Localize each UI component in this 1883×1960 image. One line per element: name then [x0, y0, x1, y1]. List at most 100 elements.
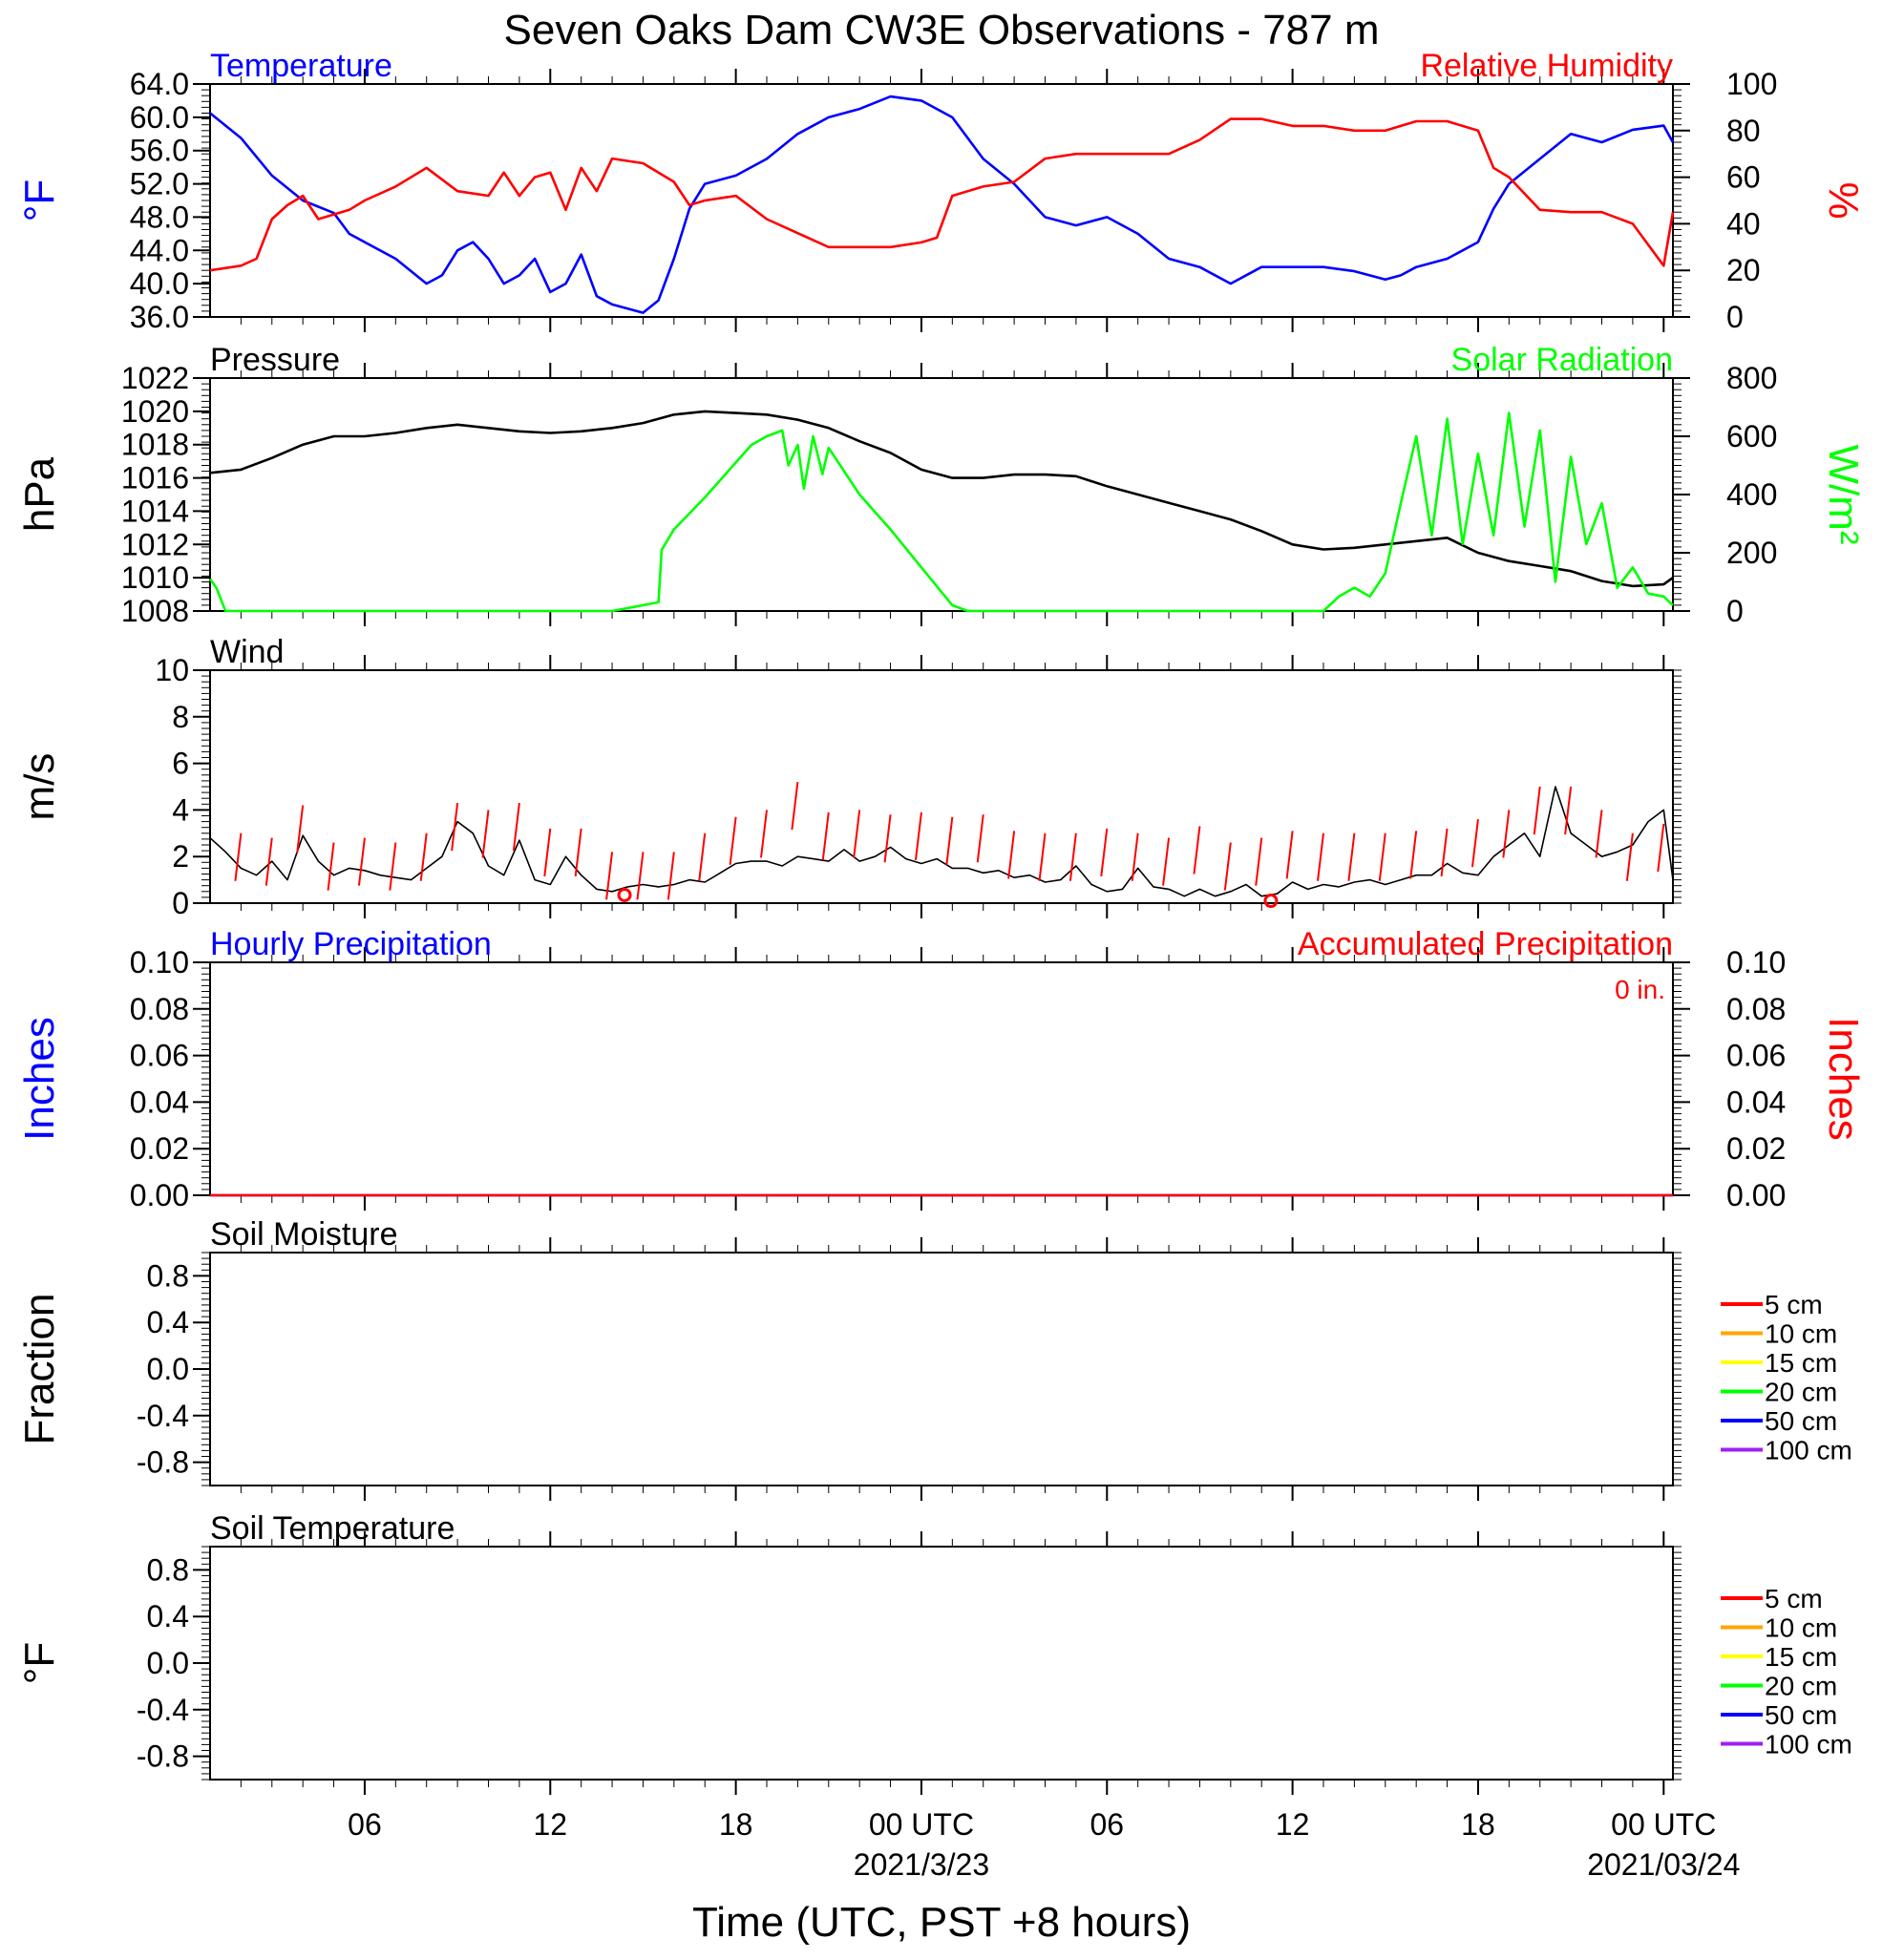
x-tick-label: 00 UTC [1611, 1807, 1716, 1842]
x-tick-label: 00 UTC [869, 1807, 974, 1842]
right-tick-label: 60 [1726, 160, 1761, 195]
x-date-label: 2021/3/23 [854, 1847, 989, 1882]
left-tick-label: 1012 [121, 527, 189, 561]
gust-barb [1223, 842, 1232, 891]
accumulated-total-label: 0 in. [1615, 975, 1665, 1004]
left-tick-label: 8 [172, 700, 189, 734]
gust-barb [1470, 819, 1479, 868]
gust-barb [1131, 832, 1139, 881]
left-tick-label: 1008 [121, 594, 189, 628]
panel-left-title: Pressure [210, 342, 340, 378]
legend-label: 5 cm [1765, 1290, 1823, 1319]
left-tick-label: -0.4 [137, 1693, 189, 1727]
panel-frame [209, 1252, 1674, 1486]
right-axis-unit: % [1820, 181, 1867, 219]
panels-group: 64.060.056.052.048.044.040.036.010080604… [16, 48, 1867, 1795]
left-tick-label: 1010 [121, 560, 189, 595]
gust-barb [1625, 832, 1634, 881]
right-tick-label: 0.10 [1726, 945, 1786, 980]
gust-barb [512, 802, 520, 852]
gust-barb [389, 842, 397, 891]
right-tick-label: 20 [1726, 253, 1761, 287]
gust-barb [1317, 832, 1324, 881]
gust-barb [605, 852, 614, 900]
left-tick-label: 0.10 [130, 945, 189, 980]
gust-barb [419, 832, 428, 881]
left-tick-label: 4 [172, 792, 189, 827]
right-tick-label: 600 [1726, 419, 1777, 453]
gust-barb [976, 814, 984, 863]
left-tick-label: 64.0 [130, 67, 189, 101]
gust-barb [1285, 831, 1294, 879]
left-tick-label: -0.4 [137, 1399, 189, 1433]
gust-barb [264, 837, 273, 886]
left-axis-unit: Fraction [16, 1294, 63, 1445]
legend-label: 20 cm [1765, 1672, 1837, 1701]
right-tick-label: 0.04 [1726, 1085, 1786, 1119]
panel-frame [209, 1546, 1674, 1781]
gust-barb [1440, 828, 1449, 877]
gust-barb [574, 828, 582, 877]
left-tick-label: 0.4 [147, 1599, 189, 1633]
series-line-pressure [209, 410, 1674, 588]
series-line-wind [209, 786, 1674, 897]
right-tick-label: 400 [1726, 477, 1777, 512]
gust-barb [1162, 837, 1171, 886]
panel-frame [209, 377, 1674, 612]
left-axis-unit: m/s [16, 753, 63, 821]
gust-barb [914, 811, 922, 860]
panel-left-title: Hourly Precipitation [210, 926, 492, 962]
legend-label: 100 cm [1765, 1730, 1852, 1760]
series-line-temperature [209, 95, 1675, 314]
panel-left-title: Soil Temperature [210, 1510, 455, 1547]
left-tick-label: 60.0 [130, 100, 189, 135]
gust-barb [1657, 823, 1665, 873]
gust-barb [729, 816, 737, 865]
gust-barb [1409, 831, 1418, 879]
series-line-relative-humidity [209, 117, 1675, 272]
gust-barb [543, 828, 552, 877]
legend-label: 50 cm [1765, 1700, 1837, 1730]
gust-barb [481, 810, 490, 858]
gust-barb [883, 814, 892, 863]
gust-barb [698, 832, 707, 881]
x-tick-label: 18 [719, 1807, 753, 1842]
gust-barb [1255, 837, 1263, 886]
left-tick-label: 0.4 [147, 1305, 189, 1339]
right-axis-unit: Inches [1820, 1017, 1867, 1141]
left-axis-unit: °F [16, 1642, 63, 1684]
gust-barb [1378, 832, 1386, 881]
calm-marker [1263, 894, 1279, 909]
gust-barb [760, 810, 768, 858]
x-axis-label: Time (UTC, PST +8 hours) [692, 1899, 1191, 1946]
left-tick-label: 56.0 [130, 134, 189, 168]
gust-barb [1038, 832, 1047, 881]
right-tick-label: 0 [1726, 300, 1744, 334]
gust-barb [327, 842, 335, 891]
right-axis-unit: W/m² [1820, 444, 1867, 544]
right-tick-label: 100 [1726, 67, 1777, 101]
legend-label: 100 cm [1765, 1436, 1852, 1465]
legend-label: 10 cm [1765, 1319, 1837, 1349]
left-tick-label: 2 [172, 839, 189, 874]
left-axis-unit: hPa [16, 456, 63, 532]
panel-temp_rh: 64.060.056.052.048.044.040.036.0 100 80 60 4… [16, 48, 1867, 334]
panel-wind: 10 8 6 4 2 0 Wind m/s [16, 634, 1682, 920]
series-line-solar-radiation [208, 411, 1674, 613]
left-tick-label: 1018 [121, 428, 189, 462]
left-tick-label: -0.8 [137, 1445, 189, 1480]
gust-barb [791, 782, 799, 831]
x-tick-label: 12 [1276, 1807, 1310, 1842]
gust-barb [296, 805, 305, 854]
gust-barb [1193, 826, 1201, 875]
left-tick-label: 1020 [121, 394, 189, 429]
right-tick-label: 0 [1726, 594, 1744, 628]
right-tick-label: 200 [1726, 536, 1777, 570]
gust-barb [636, 852, 645, 900]
calm-marker [617, 887, 632, 902]
gust-barb [945, 816, 954, 865]
legend-label: 10 cm [1765, 1613, 1837, 1643]
